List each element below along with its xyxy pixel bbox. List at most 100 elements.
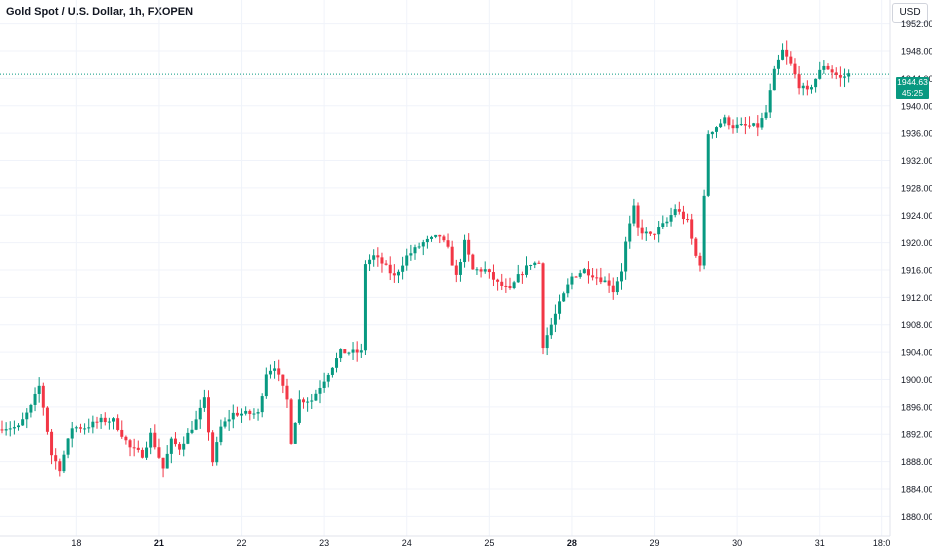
candle-body <box>145 447 149 458</box>
candle-body <box>25 412 29 420</box>
candle-body <box>562 293 566 302</box>
candle-body <box>487 269 491 273</box>
candle-body <box>268 370 272 375</box>
candle-body <box>95 421 99 423</box>
candle-body <box>574 276 578 278</box>
price-tick-label: 1924.00 <box>901 211 932 221</box>
candle-body <box>686 219 690 221</box>
candle-body <box>58 461 62 472</box>
candle-body <box>157 447 161 458</box>
candle-body <box>322 381 326 388</box>
candle-body <box>793 63 797 75</box>
candle-body <box>351 349 355 353</box>
candle-body <box>822 65 826 70</box>
candle-body <box>29 404 33 413</box>
candle-body <box>326 374 330 382</box>
candle-body <box>570 276 574 285</box>
candle-body <box>260 396 264 413</box>
candle-body <box>491 272 495 280</box>
candle-body <box>776 59 780 69</box>
candle-body <box>368 259 372 265</box>
candle-body <box>45 407 49 432</box>
candle-body <box>578 273 582 277</box>
candle-body <box>347 352 351 354</box>
candle-body <box>198 407 202 420</box>
candle-body <box>463 239 467 263</box>
candle-body <box>227 419 231 422</box>
candle-body <box>202 397 206 408</box>
candle-body <box>694 238 698 256</box>
candle-body <box>194 419 198 430</box>
candle-body <box>669 215 673 222</box>
candle-body <box>533 262 537 266</box>
candle-body <box>430 236 434 239</box>
price-tick-label: 1896.00 <box>901 402 932 412</box>
candle-body <box>789 56 793 64</box>
price-tick-label: 1920.00 <box>901 238 932 248</box>
candle-body <box>335 358 339 368</box>
time-tick-label: 18 <box>71 538 81 548</box>
candle-body <box>628 223 632 242</box>
price-tick-label: 1928.00 <box>901 183 932 193</box>
candle-body <box>586 269 590 276</box>
candle-body <box>620 271 623 282</box>
candle-body <box>442 236 446 241</box>
last-price-tag: 1944.63 45:25 <box>896 77 929 99</box>
candle-body <box>380 257 384 264</box>
candle-body <box>182 443 186 450</box>
candle-body <box>240 413 244 416</box>
candle-body <box>814 78 818 88</box>
candle-body <box>363 264 367 351</box>
candle-body <box>169 438 173 454</box>
candle-body <box>471 254 475 270</box>
candle-body <box>772 68 776 91</box>
candle-body <box>140 449 144 458</box>
candle-body <box>153 432 157 448</box>
candle-body <box>277 368 281 375</box>
candle-body <box>132 447 136 449</box>
candle-body <box>781 49 785 60</box>
price-tick-label: 1892.00 <box>901 430 932 440</box>
candle-body <box>496 279 500 282</box>
time-tick-label: 30 <box>732 538 742 548</box>
candle-body <box>500 281 504 286</box>
candle-body <box>690 219 694 239</box>
candle-body <box>640 227 644 234</box>
candle-body <box>801 85 805 89</box>
time-tick-label: 28 <box>567 538 577 548</box>
time-tick-label: 31 <box>815 538 825 548</box>
candle-body <box>190 429 194 433</box>
candle-body <box>714 127 718 132</box>
candle-body <box>830 69 834 73</box>
currency-button[interactable]: USD <box>892 3 928 23</box>
candle-body <box>372 255 376 260</box>
price-tick-label: 1912.00 <box>901 293 932 303</box>
candle-body <box>376 255 380 258</box>
candle-body <box>545 335 549 349</box>
candle-layer <box>0 40 851 478</box>
candle-body <box>211 432 215 463</box>
candle-body <box>256 412 260 414</box>
candle-body <box>87 427 91 429</box>
candle-body <box>54 455 58 462</box>
candle-body <box>809 87 813 90</box>
candle-body <box>706 134 710 196</box>
candle-body <box>739 124 743 126</box>
candle-body <box>405 255 409 266</box>
candle-body <box>504 285 508 287</box>
candle-body <box>74 427 78 429</box>
candle-body <box>0 429 4 431</box>
candle-body <box>120 429 124 437</box>
candle-body <box>99 417 103 423</box>
candle-body <box>529 265 533 267</box>
candle-body <box>62 454 66 472</box>
candle-body <box>165 453 169 469</box>
candle-body <box>173 438 177 445</box>
candle-body <box>558 301 562 314</box>
candle-body <box>78 427 82 429</box>
candle-body <box>297 399 301 423</box>
candle-body <box>343 349 347 354</box>
candle-body <box>847 73 851 77</box>
candle-body <box>161 457 165 469</box>
